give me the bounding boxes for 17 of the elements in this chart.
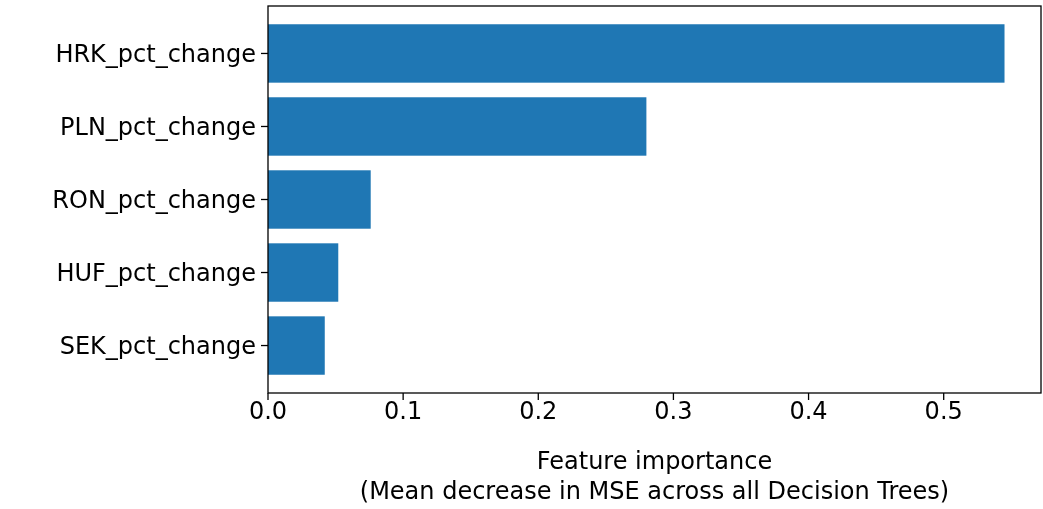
x-tick-label: 0.4 (789, 397, 828, 425)
y-tick-label: HRK_pct_change (55, 39, 256, 68)
bar (268, 24, 1005, 83)
bar (268, 170, 371, 229)
bar (268, 243, 339, 302)
bar (268, 316, 325, 375)
x-axis-title: Feature importance (Mean decrease in MSE across all Decision Trees) (359, 447, 950, 505)
bar (268, 97, 647, 156)
x-tick-label: 0.3 (654, 397, 693, 425)
x-tick-label: 0.0 (248, 397, 288, 425)
y-tick-label: RON_pct_change (52, 185, 256, 214)
y-tick-label: HUF_pct_change (56, 258, 256, 287)
x-tick-label: 0.5 (924, 397, 963, 425)
y-tick-label: PLN_pct_change (60, 112, 256, 141)
x-tick-label: 0.1 (384, 397, 423, 425)
y-tick-label: SEK_pct_change (59, 331, 256, 360)
x-tick-label: 0.2 (519, 397, 558, 425)
